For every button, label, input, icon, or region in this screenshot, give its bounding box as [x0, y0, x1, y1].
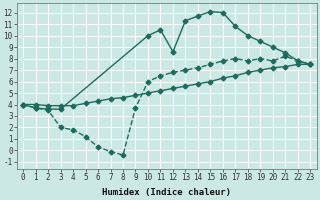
X-axis label: Humidex (Indice chaleur): Humidex (Indice chaleur)	[102, 188, 231, 197]
